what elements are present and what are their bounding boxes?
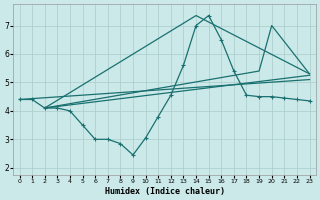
X-axis label: Humidex (Indice chaleur): Humidex (Indice chaleur) <box>105 187 225 196</box>
